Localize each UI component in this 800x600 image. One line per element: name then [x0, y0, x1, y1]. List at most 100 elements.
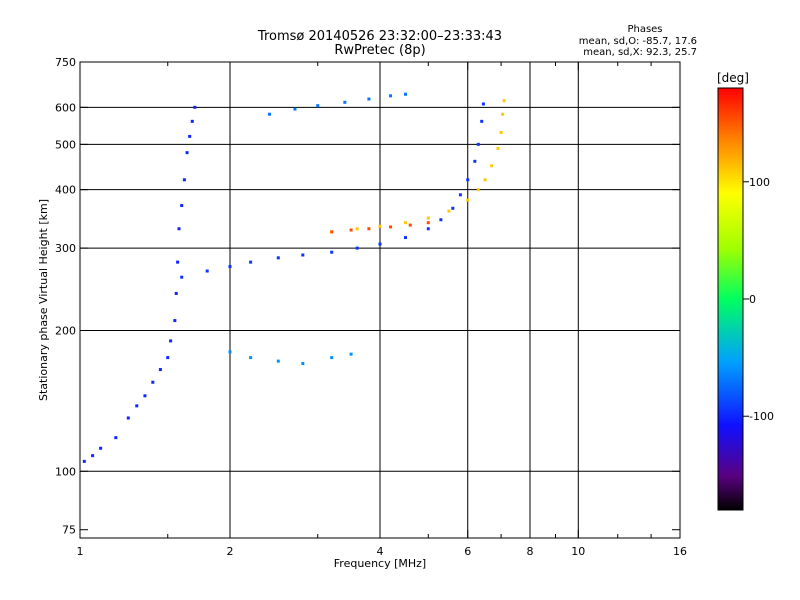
colorbar-ticks: 100 0 -100	[743, 176, 774, 423]
chart-title-line1: Tromsø 20140526 23:32:00–23:33:43	[257, 29, 502, 44]
colorbar-tick-label: 100	[749, 176, 770, 189]
data-point	[458, 193, 462, 197]
y-tick-label: 750	[55, 56, 76, 69]
colorbar-tick-label: -100	[749, 410, 774, 423]
data-point	[389, 94, 393, 98]
data-point	[176, 260, 180, 264]
data-point	[499, 131, 503, 135]
data-point	[349, 352, 353, 356]
data-point	[403, 236, 407, 240]
data-point	[466, 178, 470, 182]
data-point	[185, 151, 189, 155]
data-point	[228, 265, 232, 269]
data-point	[476, 142, 480, 146]
data-point	[490, 164, 494, 168]
data-point	[249, 260, 253, 264]
data-point	[193, 105, 197, 109]
data-point	[426, 221, 430, 225]
data-point	[481, 102, 485, 106]
data-point	[190, 119, 194, 123]
y-tick-label: 75	[62, 524, 76, 537]
colorbar	[717, 87, 744, 511]
data-point	[473, 159, 477, 163]
data-point	[408, 223, 412, 227]
data-point	[439, 218, 443, 222]
data-point	[403, 221, 407, 225]
data-point	[466, 198, 470, 202]
data-point	[501, 112, 505, 116]
x-tick-label: 2	[227, 545, 234, 558]
data-point	[177, 227, 181, 231]
data-point	[143, 394, 147, 398]
data-point	[355, 246, 359, 250]
data-point	[403, 92, 407, 96]
phase-stats-x: mean, sd,X: 92.3, 25.7	[583, 47, 697, 58]
data-point	[158, 368, 162, 372]
data-point	[330, 356, 334, 360]
phases-header: Phases	[627, 24, 662, 35]
data-point	[451, 206, 455, 210]
data-point	[378, 242, 382, 246]
data-point	[330, 250, 334, 254]
data-point	[173, 319, 177, 323]
data-point	[502, 99, 506, 103]
data-point	[496, 146, 500, 150]
x-axis-label: Frequency [MHz]	[334, 557, 426, 570]
data-point	[447, 209, 451, 213]
data-point	[355, 227, 359, 231]
data-point	[169, 339, 173, 343]
data-point	[267, 112, 271, 116]
data-point	[249, 356, 253, 360]
axis-layer: 1 2 4 6 8 10 16 75 100 200 300 400 500 600 750	[55, 56, 687, 558]
y-tick-label: 200	[55, 324, 76, 337]
data-point	[174, 291, 178, 295]
chart-title-line2: RwPretec (8p)	[334, 43, 425, 58]
data-point	[91, 454, 95, 458]
data-point	[228, 350, 232, 354]
x-tick-label: 16	[673, 545, 687, 558]
colorbar-label: [deg]	[717, 71, 749, 85]
data-point	[180, 204, 184, 208]
data-point	[367, 97, 371, 101]
data-point	[316, 104, 320, 108]
x-tick-label: 1	[77, 545, 84, 558]
data-point	[276, 256, 280, 260]
data-point	[426, 227, 430, 231]
data-point	[166, 356, 170, 360]
data-point	[483, 178, 487, 182]
y-axis-label: Stationary phase Virtual Height [km]	[37, 199, 50, 401]
data-point	[301, 253, 305, 257]
data-point	[378, 224, 382, 228]
colorbar-tick-label: 0	[749, 293, 756, 306]
y-tick-label: 500	[55, 138, 76, 151]
data-point	[426, 216, 430, 220]
data-point	[114, 436, 118, 440]
data-point	[349, 228, 353, 232]
data-point	[330, 230, 334, 234]
y-tick-label: 400	[55, 184, 76, 197]
data-point	[343, 100, 347, 104]
data-point	[180, 275, 184, 279]
x-tick-label: 4	[377, 545, 384, 558]
x-tick-label: 10	[571, 545, 585, 558]
data-point	[182, 178, 186, 182]
grid-layer	[80, 62, 680, 538]
x-tick-label: 8	[527, 545, 534, 558]
x-tick-label: 6	[464, 545, 471, 558]
data-point	[188, 134, 192, 138]
phase-stats-o: mean, sd,O: -85.7, 17.6	[579, 36, 697, 47]
data-points-layer	[82, 92, 506, 463]
data-point	[126, 416, 130, 420]
y-tick-label: 300	[55, 242, 76, 255]
data-point	[301, 361, 305, 365]
data-point	[480, 119, 484, 123]
data-point	[389, 225, 393, 229]
y-tick-label: 100	[55, 465, 76, 478]
y-tick-label: 600	[55, 101, 76, 114]
data-point	[276, 359, 280, 363]
data-point	[135, 404, 139, 408]
data-point	[293, 107, 297, 111]
data-point	[151, 380, 155, 384]
data-point	[367, 227, 371, 231]
